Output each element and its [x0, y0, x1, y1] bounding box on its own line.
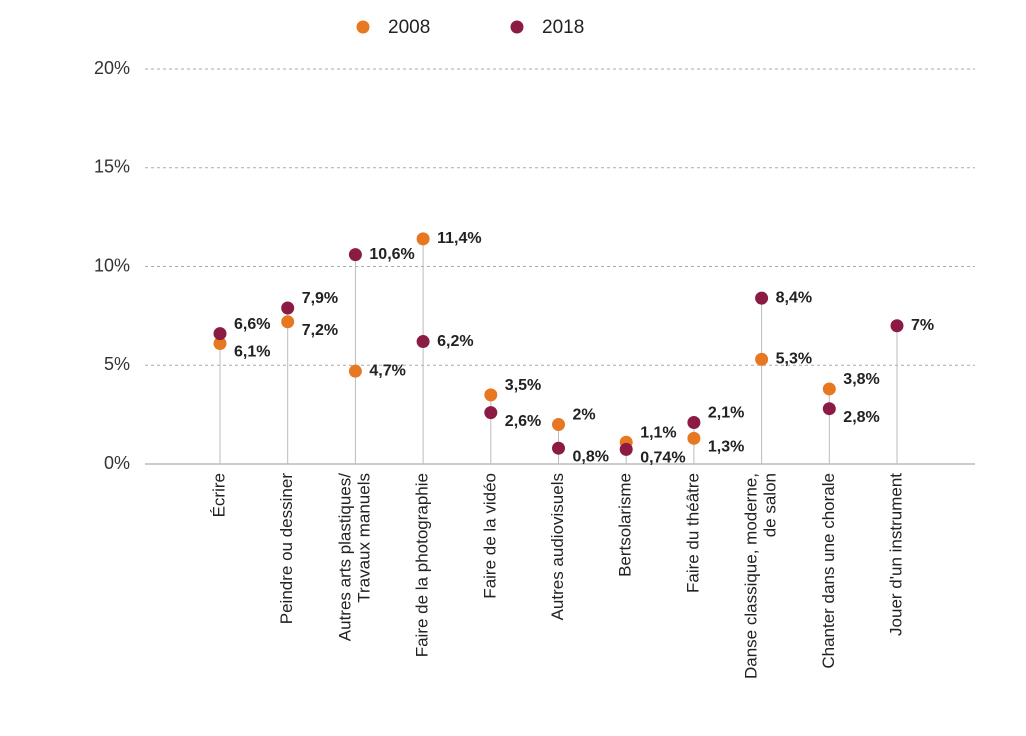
value-label: 1,1% [640, 424, 676, 441]
value-label: 7,2% [302, 322, 338, 339]
y-tick-label: 15% [94, 157, 130, 177]
x-tick-label: Peindre ou dessiner [277, 473, 296, 625]
value-label: 6,1% [234, 344, 270, 361]
dot [281, 315, 295, 329]
legend-label: 2018 [542, 17, 584, 38]
y-tick-label: 0% [104, 453, 130, 473]
value-label: 6,2% [437, 333, 473, 350]
value-label: 8,4% [776, 289, 812, 306]
value-label: 2,6% [505, 413, 541, 430]
dot [552, 418, 565, 431]
dot [348, 364, 362, 378]
dot [213, 327, 227, 341]
x-tick-label: de salon [761, 473, 780, 537]
legend-marker [356, 20, 370, 34]
dot [822, 382, 836, 396]
dot [822, 402, 836, 416]
y-tick-label: 20% [94, 58, 130, 78]
value-label: 5,3% [776, 351, 812, 368]
x-tick-label: Faire du théâtre [683, 473, 702, 593]
value-label: 2% [573, 407, 596, 424]
y-tick-label: 5% [104, 354, 130, 374]
dot [213, 337, 227, 351]
value-label: 7,9% [302, 290, 338, 307]
legend-marker [510, 20, 524, 34]
dot [484, 388, 498, 402]
y-tick-label: 10% [94, 255, 130, 275]
value-label: 0,8% [573, 448, 609, 465]
value-label: 3,5% [505, 377, 541, 394]
dot [348, 248, 362, 262]
dot [687, 416, 701, 430]
dot [687, 431, 701, 445]
dot [416, 335, 430, 349]
legend-label: 2008 [388, 17, 430, 38]
value-label: 6,6% [234, 316, 270, 333]
value-label: 2,1% [708, 405, 744, 422]
dot [755, 291, 769, 305]
value-label: 4,7% [369, 362, 405, 379]
dot [281, 301, 295, 315]
value-label: 2,8% [843, 409, 879, 426]
value-label: 3,8% [843, 371, 879, 388]
dot [755, 352, 769, 366]
dot [416, 232, 430, 246]
dot [484, 406, 498, 420]
value-label: 11,4% [437, 230, 481, 247]
x-tick-label: Danse classique, moderne, [742, 473, 761, 679]
x-tick-label: Bertsolarisme [616, 473, 635, 577]
x-tick-label: Faire de la vidéo [480, 473, 499, 599]
value-label: 10,6% [369, 246, 414, 263]
value-label: 1,3% [708, 439, 744, 456]
x-tick-label: Jouer d'un instrument [886, 473, 905, 636]
x-tick-label: Autres audiovisuels [548, 473, 567, 620]
dot [619, 442, 633, 456]
dot [552, 441, 565, 455]
value-label: 7% [911, 317, 934, 334]
x-tick-label: Écrire [209, 473, 228, 517]
x-tick-label: Faire de la photographie [413, 473, 432, 657]
dot [890, 319, 904, 333]
x-tick-label: Chanter dans une chorale [819, 473, 838, 669]
value-label: 0,74% [640, 450, 685, 467]
x-tick-label: Autres arts plastiques/ [335, 473, 354, 641]
x-tick-label: Travaux manuels [354, 473, 373, 603]
